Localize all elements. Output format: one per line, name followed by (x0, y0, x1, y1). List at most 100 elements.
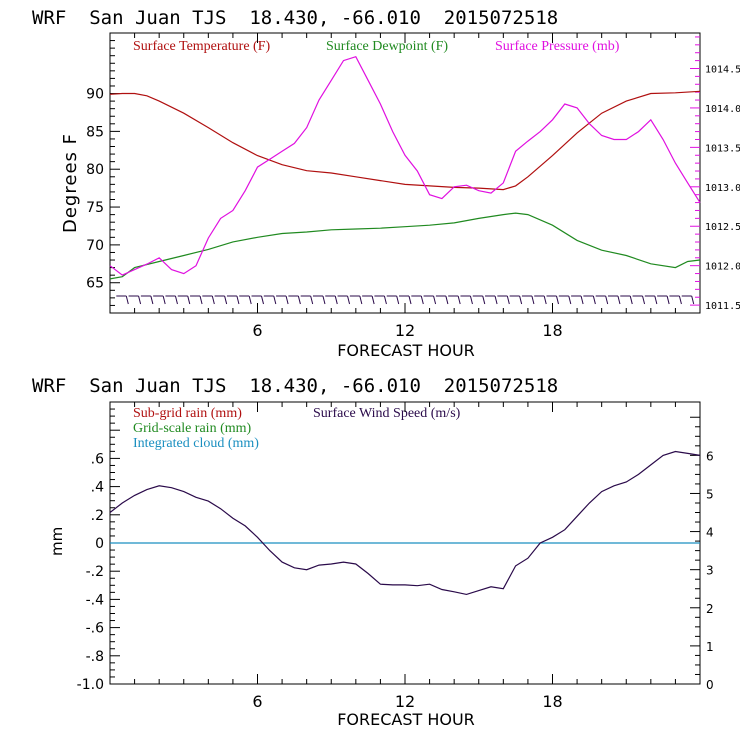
bottom-y-tick-label: 0 (95, 536, 104, 552)
bottom-x-tick-label: 12 (395, 692, 415, 711)
wind-barbs (116, 295, 695, 305)
wind-barb (592, 295, 596, 305)
wind-barb (150, 295, 154, 305)
bottom-y-tick-label: .6 (91, 451, 104, 467)
top-y2-tick-label: 1012.5 (705, 222, 740, 233)
top-legend: Surface Temperature (F) Surface Dewpoint … (133, 39, 620, 54)
top-y-tick-label: 75 (86, 200, 104, 216)
top-plot-frame (109, 32, 701, 314)
bottom-legend: Sub-grid rain (mm)Grid-scale rain (mm)In… (133, 406, 461, 451)
bottom-y-tick-label: .2 (91, 508, 104, 524)
wind-barb (224, 295, 228, 305)
wind-barb (187, 295, 191, 305)
wind-barb (482, 295, 486, 305)
wind-barb (506, 295, 510, 305)
bottom-y2-tick-label: 0 (706, 678, 714, 692)
bottom-y2-tick-label: 3 (706, 564, 714, 578)
top-legend-item: Surface Dewpoint (F) (326, 39, 448, 54)
wind-barb (408, 295, 412, 305)
wind-barb (691, 295, 695, 305)
wind-barb (519, 295, 523, 305)
wind-barb (556, 295, 559, 305)
wind-barb (654, 295, 658, 305)
wind-barb (199, 295, 203, 305)
wind-barb (162, 295, 166, 305)
top-legend-item: Surface Temperature (F) (133, 39, 270, 54)
temperature-line (109, 90, 701, 191)
wind-barb (617, 295, 621, 305)
wind-barb (605, 295, 609, 305)
wind-speed-line (109, 450, 701, 596)
top-y2-tick-label: 1012.0 (705, 262, 740, 273)
bottom-legend-item: Grid-scale rain (mm) (133, 421, 252, 436)
bottom-y-tick-label: -1.0 (77, 677, 104, 693)
wind-barb (494, 295, 498, 305)
wind-barb (629, 295, 633, 305)
top-y2-tick-label: 1014.0 (705, 104, 740, 115)
wind-barb (248, 295, 252, 305)
wind-barb (310, 295, 314, 305)
wind-barb (396, 295, 400, 305)
bottom-series (109, 450, 701, 596)
wind-barb (433, 295, 437, 305)
top-y2-tick-label: 1011.5 (705, 301, 740, 312)
top-x-tick-label: 18 (542, 321, 562, 340)
top-y2-tick-label: 1013.5 (705, 143, 740, 154)
bottom-x-tick-label: 6 (252, 692, 262, 711)
bottom-y-tick-label: -.2 (86, 564, 104, 580)
top-y-tick-label: 65 (86, 276, 104, 292)
wind-barb (174, 295, 178, 305)
bottom-legend-item: Sub-grid rain (mm) (133, 406, 242, 421)
wind-barb (273, 295, 277, 305)
wind-barb (125, 295, 129, 305)
wind-barb (580, 295, 584, 305)
bottom-y2-tick-label: 1 (706, 640, 714, 654)
top-y-tick-label: 70 (86, 238, 104, 254)
bottom-y-tick-label: -.4 (86, 592, 105, 608)
top-axes: 6 12 18 65 70 75 80 85 90 1011.5 1012.0 1012.5 1013.… (86, 33, 740, 340)
wind-barb (642, 295, 646, 305)
bottom-y2-tick-label: 4 (706, 526, 714, 540)
wind-barb (371, 295, 375, 305)
bottom-y-axis-label: mm (48, 527, 66, 556)
top-x-axis-label: FORECAST HOUR (337, 341, 475, 360)
top-y2-tick-label: 1014.5 (705, 64, 740, 75)
top-legend-item: Surface Pressure (mb) (495, 39, 620, 54)
bottom-x-tick-label: 18 (542, 692, 562, 711)
top-y-tick-label: 80 (86, 162, 104, 178)
wind-barb (457, 295, 461, 305)
bottom-y-tick-label: -.8 (86, 649, 104, 665)
bottom-x-axis-label: FORECAST HOUR (337, 710, 475, 729)
wind-barb (678, 295, 682, 305)
top-x-tick-label: 6 (252, 321, 262, 340)
wind-barb (568, 295, 572, 305)
wind-barb (445, 295, 449, 305)
top-chart-title: WRF San Juan TJS 18.430, -66.010 2015072… (32, 7, 558, 29)
bottom-y2-tick-label: 2 (706, 602, 714, 616)
top-y-tick-label: 90 (86, 87, 104, 103)
pressure-line (109, 55, 701, 276)
bottom-chart: WRF San Juan TJS 18.430, -66.010 2015072… (32, 375, 714, 729)
top-y2-tick-label: 1013.0 (705, 183, 740, 194)
wind-barb (383, 295, 387, 305)
bottom-legend-item: Integrated cloud (mm) (133, 436, 259, 451)
wind-barb (347, 295, 351, 305)
wind-barb (211, 295, 215, 305)
top-y-tick-label: 85 (86, 124, 104, 140)
bottom-y2-tick-label: 6 (706, 449, 714, 463)
wind-barb (297, 295, 301, 305)
wind-barb (261, 295, 264, 305)
wind-barb (666, 295, 670, 305)
wind-barb (420, 295, 424, 305)
bottom-chart-title: WRF San Juan TJS 18.430, -66.010 2015072… (32, 375, 558, 397)
top-series (109, 55, 701, 280)
top-y-axis-label: Degrees F (60, 133, 81, 233)
wind-barb (334, 295, 338, 305)
dewpoint-line (109, 212, 701, 280)
bottom-y-tick-label: -.6 (86, 621, 105, 637)
bottom-y2-tick-label: 5 (706, 487, 714, 501)
wind-barb (138, 295, 142, 305)
wind-barb (285, 295, 289, 305)
